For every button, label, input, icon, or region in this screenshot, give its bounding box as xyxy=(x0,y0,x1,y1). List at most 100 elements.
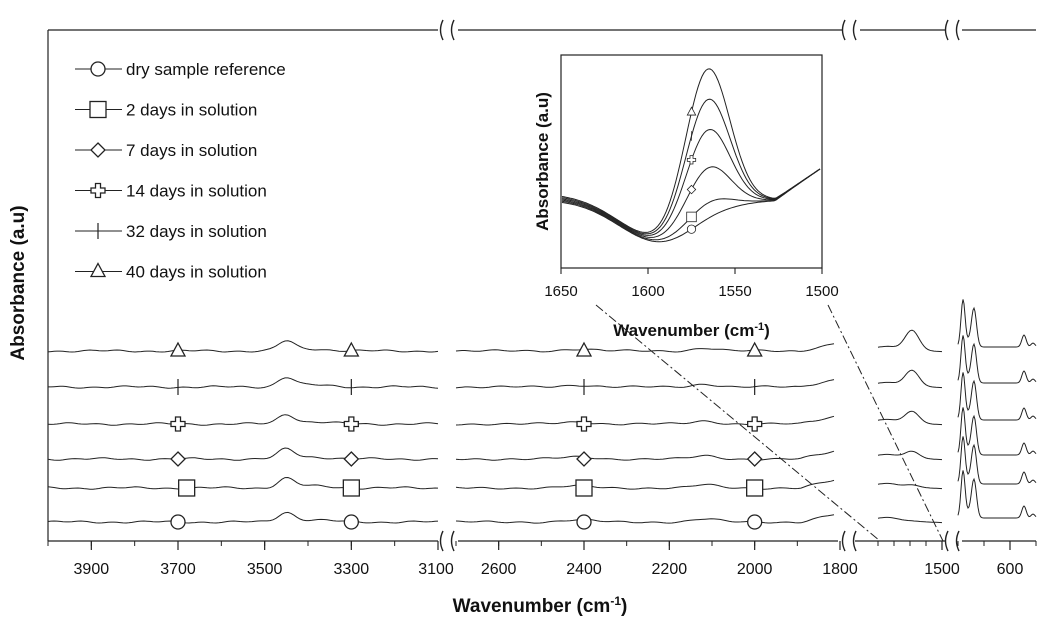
inset-marker-group xyxy=(686,106,697,116)
x-tick-label-3700: 3700 xyxy=(160,561,196,578)
marker-circle xyxy=(170,514,186,530)
marker-cross xyxy=(686,155,697,165)
inset-x-title: Wavenumber (cm-1) xyxy=(613,321,770,340)
legend-item-vline: 32 days in solution xyxy=(75,222,267,241)
legend-item-cross: 14 days in solution xyxy=(75,182,267,201)
inset-tick-label-1550: 1550 xyxy=(718,283,751,300)
x-tick-label-3300: 3300 xyxy=(334,561,370,578)
marker-triangle xyxy=(686,106,697,116)
marker-circle xyxy=(686,224,697,234)
x-tick-label-3100: 3100 xyxy=(418,561,454,578)
legend-item-circle: dry sample reference xyxy=(75,60,286,79)
inset-y-title: Absorbance (a.u) xyxy=(533,92,552,231)
spectra-traces xyxy=(47,299,1037,530)
marker-triangle xyxy=(343,341,360,357)
inset-zoom-lines xyxy=(595,304,944,542)
marker-square xyxy=(342,479,360,497)
inset-marker-group xyxy=(686,155,697,165)
series-square xyxy=(47,436,1037,497)
axis-break-marks xyxy=(439,19,960,552)
trace-segment-4 xyxy=(957,335,1037,384)
x-axis-ticks: 3900 3700 3500 3300 3100 2600 2400 2200 2000 1800… xyxy=(47,541,1037,578)
break-mark xyxy=(439,530,444,552)
trace-segment-4 xyxy=(957,372,1037,421)
series-diamond xyxy=(47,407,1037,467)
marker-cross xyxy=(170,416,186,432)
x-tick-label-3500: 3500 xyxy=(247,561,283,578)
break-mark xyxy=(450,530,455,552)
break-mark xyxy=(944,19,949,41)
trace-segment-4 xyxy=(957,407,1037,456)
marker-square xyxy=(686,211,697,223)
trace-segment-1 xyxy=(47,511,439,524)
marker-cross xyxy=(90,182,106,199)
break-mark xyxy=(841,530,846,552)
marker-square xyxy=(746,479,764,497)
trace-segment-3 xyxy=(877,410,943,426)
trace-segment-3 xyxy=(877,369,943,389)
marker-cross xyxy=(747,416,763,432)
marker-diamond xyxy=(746,451,763,467)
inset-marker-group xyxy=(686,184,697,195)
break-mark xyxy=(439,19,444,41)
inset-chart: 1650 1600 1550 1500 Absorbance (a.u) Wavenumb… xyxy=(533,54,839,340)
trace-segment-3 xyxy=(877,450,943,461)
legend-label: 2 days in solution xyxy=(126,101,257,120)
inset-tick-label-1650: 1650 xyxy=(544,283,577,300)
marker-diamond xyxy=(686,184,697,195)
inset-marker-group xyxy=(686,211,697,223)
break-mark xyxy=(841,19,846,41)
trace-segment-2 xyxy=(455,343,835,353)
inset-tick-label-1600: 1600 xyxy=(631,283,664,300)
legend-label: 32 days in solution xyxy=(126,222,267,241)
break-mark xyxy=(852,19,857,41)
legend-label: 7 days in solution xyxy=(126,141,257,160)
trace-segment-2 xyxy=(455,479,835,490)
marker-triangle xyxy=(169,341,187,357)
legend-item-square: 2 days in solution xyxy=(75,101,257,120)
x-tick-label-600: 600 xyxy=(997,561,1024,578)
plot-frame xyxy=(47,29,1036,542)
x-tick-label-2000: 2000 xyxy=(737,561,773,578)
trace-segment-4 xyxy=(957,436,1037,485)
x-tick-label-1500: 1500 xyxy=(924,561,960,578)
marker-square xyxy=(575,479,593,497)
marker-triangle xyxy=(746,341,763,357)
trace-segment-3 xyxy=(877,516,943,524)
x-tick-label-2200: 2200 xyxy=(652,561,688,578)
break-mark xyxy=(955,530,960,552)
x-axis-title: Wavenumber (cm-1) xyxy=(453,594,628,617)
legend-item-triangle: 40 days in solution xyxy=(75,262,267,282)
trace-segment-2 xyxy=(455,379,835,389)
break-mark xyxy=(944,530,949,552)
legend-label: 40 days in solution xyxy=(126,263,267,282)
trace-segment-4 xyxy=(957,470,1037,519)
trace-segment-1 xyxy=(47,447,439,461)
marker-triangle xyxy=(575,341,593,357)
trace-segment-2 xyxy=(455,514,835,524)
zoom-line-right xyxy=(827,304,944,542)
series-cross xyxy=(47,372,1037,432)
x-tick-label-2400: 2400 xyxy=(566,561,602,578)
trace-segment-2 xyxy=(455,450,835,461)
legend-label: dry sample reference xyxy=(126,60,286,79)
trace-segment-3 xyxy=(877,482,943,490)
inset-tick-label-1500: 1500 xyxy=(805,283,838,300)
trace-segment-2 xyxy=(455,415,835,426)
x-tick-label-3900: 3900 xyxy=(74,561,110,578)
marker-circle xyxy=(343,514,359,530)
marker-cross xyxy=(343,416,359,432)
marker-diamond xyxy=(90,142,106,158)
marker-triangle xyxy=(89,262,107,278)
legend-item-diamond: 7 days in solution xyxy=(75,141,257,160)
break-mark xyxy=(955,19,960,41)
x-tick-label-1800: 1800 xyxy=(822,561,858,578)
marker-circle xyxy=(576,514,592,530)
marker-square xyxy=(89,100,107,119)
marker-diamond xyxy=(170,451,186,467)
x-tick-label-2600: 2600 xyxy=(481,561,517,578)
trace-segment-4 xyxy=(957,299,1037,348)
marker-circle xyxy=(90,61,106,77)
legend: dry sample reference 2 days in solution 7 … xyxy=(75,60,286,282)
